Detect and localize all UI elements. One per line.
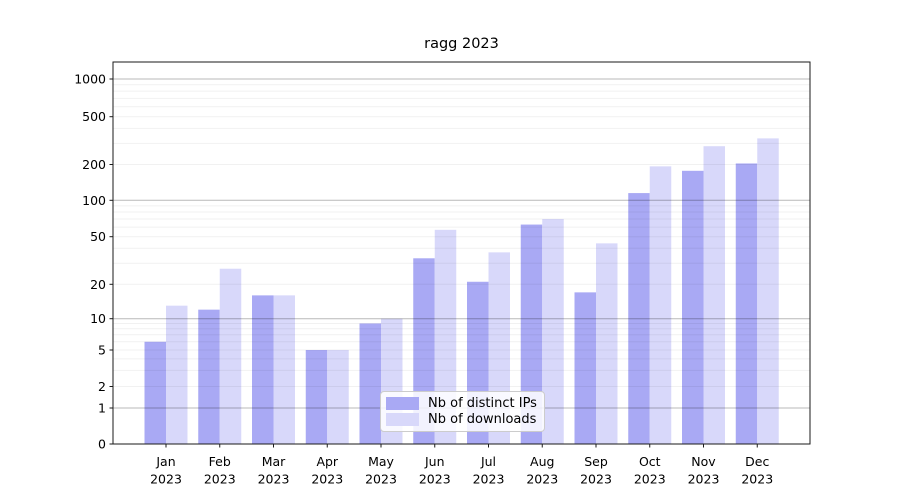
y-tick-label: 5	[98, 343, 106, 358]
x-tick-label-year: 2023	[150, 472, 182, 487]
x-tick-label-month: Dec	[745, 454, 769, 469]
legend-swatch-distinct-ips	[386, 397, 419, 410]
bar-downloads-oct	[649, 166, 672, 444]
x-tick-label-year: 2023	[419, 472, 451, 487]
x-tick-label-month: Oct	[639, 454, 661, 469]
bar-distinct-ips-dec	[735, 163, 758, 444]
bar-downloads-mar	[273, 295, 295, 444]
bar-distinct-ips-jan	[144, 341, 166, 444]
x-tick-label-year: 2023	[473, 472, 505, 487]
y-tick-label: 500	[82, 109, 106, 124]
legend-item-distinct-ips: Nb of distinct IPs	[386, 396, 538, 411]
x-tick-label-month: Apr	[316, 454, 338, 469]
bar-distinct-ips-may	[359, 323, 381, 444]
x-tick-label-month: Sep	[584, 454, 608, 469]
bar-distinct-ips-oct	[628, 193, 650, 444]
x-tick-label-month: Jan	[155, 454, 175, 469]
x-tick-label-year: 2023	[311, 472, 343, 487]
y-tick-label: 100	[82, 193, 106, 208]
legend-label-downloads: Nb of downloads	[428, 412, 537, 427]
bar-distinct-ips-feb	[198, 309, 220, 444]
bar-downloads-sep	[596, 243, 618, 444]
y-tick-label: 50	[90, 229, 106, 244]
y-tick-label: 200	[82, 157, 106, 172]
bar-distinct-ips-aug	[520, 224, 543, 444]
bar-downloads-aug	[542, 219, 564, 444]
bar-downloads-jan	[166, 305, 188, 444]
x-tick-label-year: 2023	[204, 472, 236, 487]
bar-downloads-jun	[434, 229, 457, 444]
x-tick-label-year: 2023	[634, 472, 666, 487]
bar-distinct-ips-sep	[574, 292, 596, 444]
y-tick-label: 0	[98, 437, 106, 452]
legend-swatch-downloads	[386, 413, 419, 426]
y-tick-label: 10	[90, 311, 106, 326]
x-tick-label-year: 2023	[365, 472, 397, 487]
x-tick-label-year: 2023	[741, 472, 773, 487]
y-tick-label: 1	[98, 401, 106, 416]
x-tick-label-year: 2023	[258, 472, 290, 487]
bar-distinct-ips-nov	[682, 170, 704, 445]
y-tick-label: 2	[98, 379, 106, 394]
x-tick-label-month: Nov	[691, 454, 716, 469]
x-tick-label-month: Jun	[424, 454, 445, 469]
bar-downloads-nov	[703, 146, 725, 444]
y-tick-label: 1000	[74, 72, 106, 87]
x-tick-label-month: Mar	[262, 454, 286, 469]
y-tick-label: 20	[90, 277, 106, 292]
chart-title: ragg 2023	[424, 36, 499, 52]
legend-label-distinct-ips: Nb of distinct IPs	[428, 396, 537, 411]
bar-downloads-apr	[327, 350, 349, 444]
legend: Nb of distinct IPs Nb of downloads	[380, 391, 545, 432]
bar-distinct-ips-mar	[252, 295, 274, 444]
x-tick-label-month: Aug	[530, 454, 554, 469]
bar-distinct-ips-apr	[305, 350, 328, 444]
bar-downloads-dec	[757, 138, 779, 444]
x-tick-label-year: 2023	[688, 472, 720, 487]
plot-frame	[112, 61, 811, 445]
x-tick-label-year: 2023	[580, 472, 612, 487]
x-tick-label-month: Feb	[209, 454, 231, 469]
bar-downloads-feb	[219, 268, 242, 444]
x-tick-label-month: Jul	[480, 454, 496, 469]
x-tick-label-month: May	[368, 454, 394, 469]
legend-item-downloads: Nb of downloads	[386, 412, 538, 427]
x-tick-label-year: 2023	[526, 472, 558, 487]
